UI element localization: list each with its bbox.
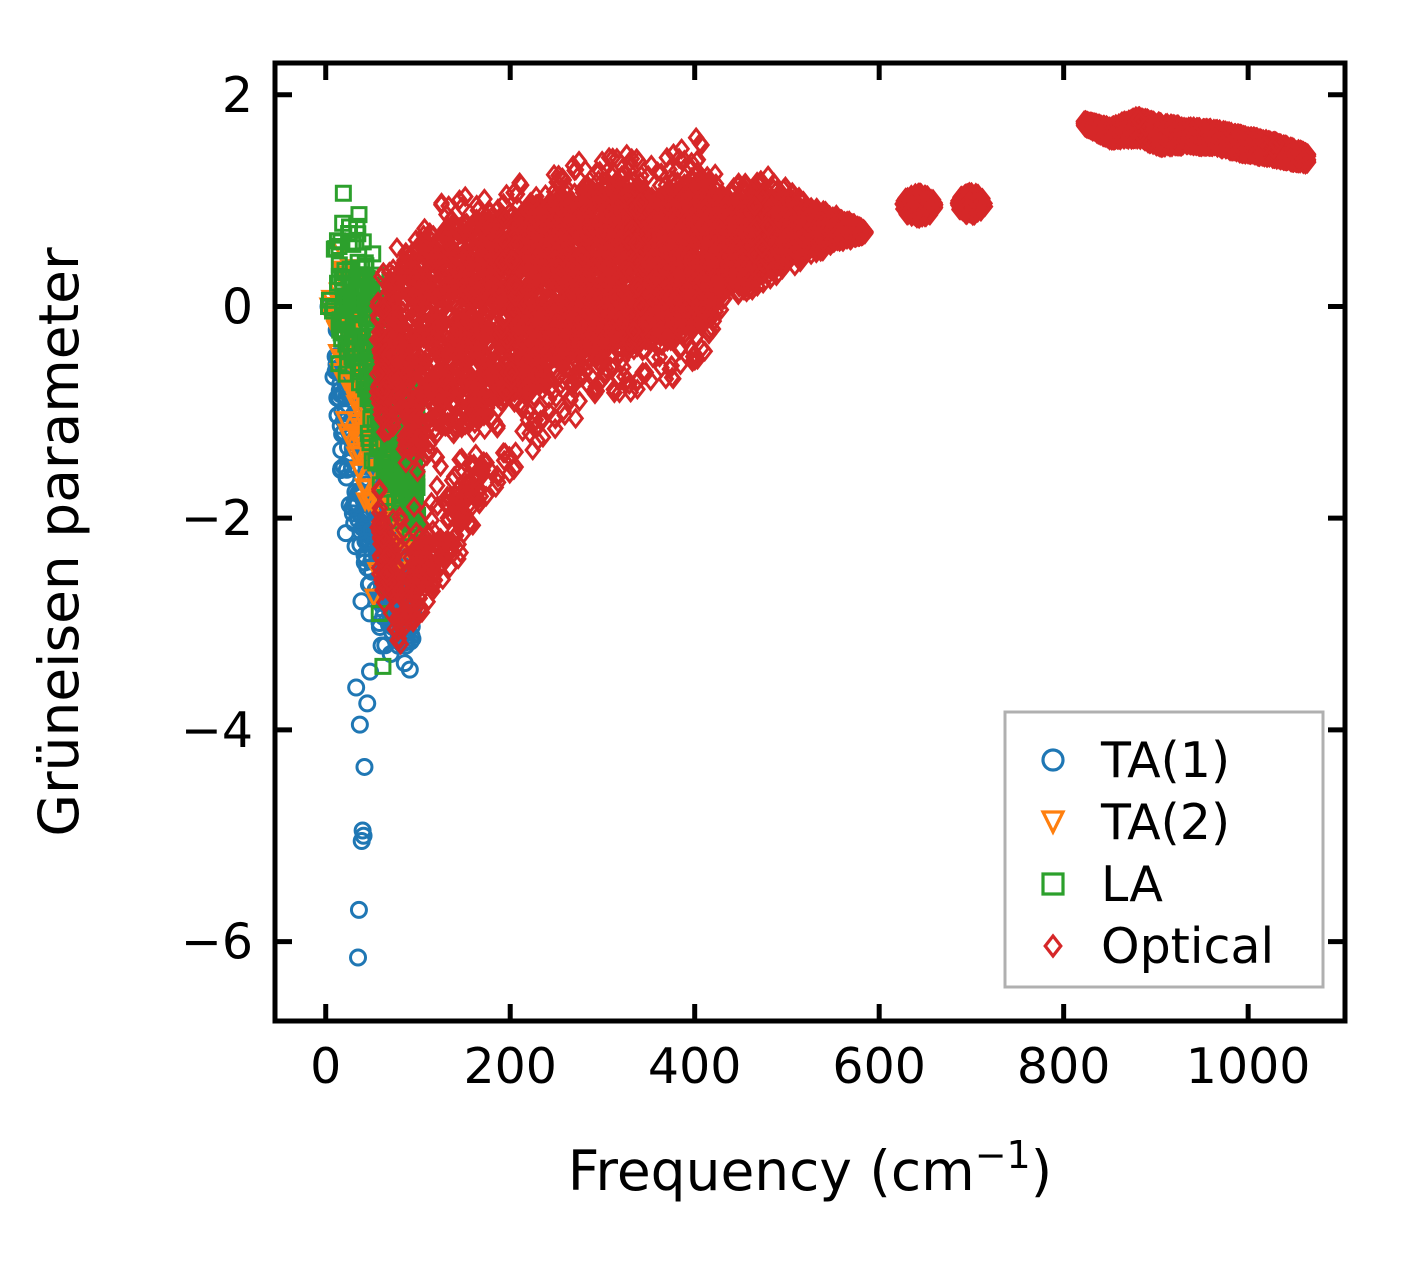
x-axis-title: Frequency (cm−1) [568,1133,1052,1203]
legend-label-la: LA [1101,856,1163,913]
y-axis-tick-labels: 2 0 −2 −4 −6 [181,67,253,971]
y-tick-label: 0 [222,278,253,335]
legend-marker-la [1041,872,1065,896]
legend-label-ta2: TA(2) [1100,794,1230,851]
x-tick-label: 600 [832,1038,926,1095]
x-tick-label: 1000 [1186,1038,1311,1095]
y-tick-label: −2 [181,490,253,547]
legend-marker-ta1 [1041,748,1065,772]
y-tick-label: −6 [181,914,253,971]
x-tick-label: 800 [1017,1038,1111,1095]
x-tick-label: 0 [310,1038,341,1095]
y-tick-label: 2 [222,67,253,124]
legend-label-ta1: TA(1) [1100,732,1230,789]
series-optical-points [368,105,1317,656]
x-tick-label: 200 [463,1038,557,1095]
legend-marker-optical [1043,933,1063,959]
x-tick-label: 400 [648,1038,742,1095]
plot-frame [272,60,1348,1024]
axis-frame-group [272,60,1348,1024]
legend-label-optical: Optical [1101,918,1274,975]
x-axis-tick-labels: 0 200 400 600 800 1000 [310,1038,1310,1095]
y-tick-label: −4 [181,702,253,759]
legend-marker-ta2 [1040,810,1066,836]
y-axis-title: Grüneisen parameter [27,247,91,837]
